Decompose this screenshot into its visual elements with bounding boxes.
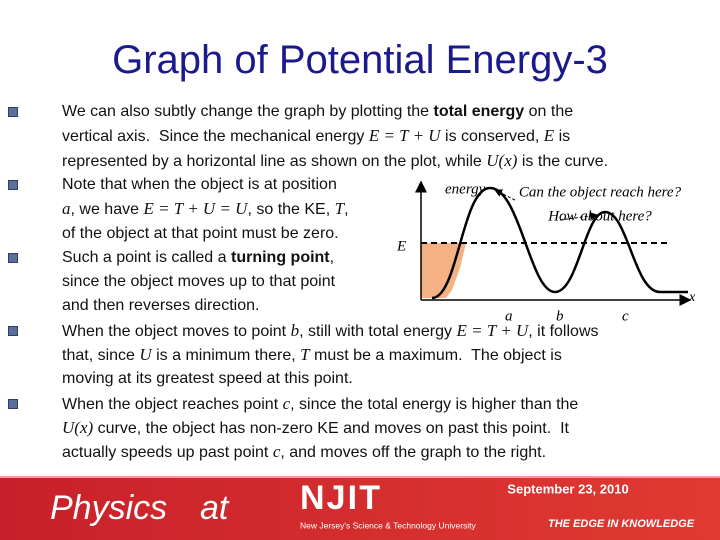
text-run: When the object moves to point [62, 322, 291, 340]
text-run: , we have [70, 201, 144, 219]
pointer-arrow [494, 189, 516, 201]
text-run: Note that when the object is at position [62, 175, 337, 193]
axis-label: energy [445, 181, 486, 197]
text-run: T [300, 345, 310, 364]
bullet-line: U(x) curve, the object has non-zero KE a… [62, 418, 569, 439]
bullet-line: Such a point is called a turning point, [62, 248, 334, 268]
footer-logo: at [200, 489, 230, 527]
pointer-arrow [559, 211, 598, 221]
text-run: c [282, 393, 291, 413]
text-run: vertical axis. Since the mechanical ener… [62, 128, 369, 146]
text-run: , since the total energy is higher than … [290, 395, 579, 413]
text-run: , so the KE, [247, 201, 335, 219]
text-run: , [344, 201, 349, 219]
text-run: We can also subtly change the graph by p… [62, 103, 434, 120]
text-run: is [554, 128, 571, 146]
point-label: c [622, 308, 629, 324]
bullet-line: We can also subtly change the graph by p… [62, 102, 573, 122]
bullet-marker [8, 179, 18, 190]
bullet-line: of the object at that point must be zero… [62, 224, 339, 244]
text-run: and then reverses direction. [62, 297, 260, 315]
text-run: T [334, 199, 345, 219]
bullet-line: vertical axis. Since the mechanical ener… [62, 126, 570, 147]
footer-tagline: New Jersey's Science & Technology Univer… [300, 520, 477, 530]
text-run: that, since [62, 347, 140, 364]
bullet-marker [8, 398, 18, 409]
bullet-line: and then reverses direction. [62, 296, 259, 316]
bullet-line: When the object moves to point b, still … [62, 321, 599, 342]
footer-logo: Physics [50, 489, 167, 527]
text-run: is the curve. [517, 152, 609, 170]
slide-title: Graph of Potential Energy-3 [112, 38, 608, 82]
text-run: a [62, 199, 71, 219]
footer-band [0, 478, 720, 540]
bullet-marker [8, 107, 18, 117]
bullet-line: Note that when the object is at position [62, 175, 337, 195]
energy-label: E [396, 238, 406, 254]
text-run: is conserved, [440, 128, 544, 146]
axis-label: x [688, 290, 696, 305]
text-run: b [290, 320, 300, 340]
text-run: E = T + U [456, 320, 529, 340]
turning-region [421, 243, 466, 298]
bullet-line: since the object moves up to that point [62, 272, 335, 292]
text-run: , [329, 248, 335, 266]
footer-edge [0, 476, 720, 478]
text-run: represented by a horizontal line as show… [62, 152, 487, 170]
text-run: When the object reaches point [62, 395, 283, 413]
footer-motto: THE EDGE IN KNOWLEDGE [548, 518, 695, 530]
bullet-line: actually speeds up past point c, and mov… [62, 442, 546, 463]
text-run: , and moves off the graph to the right. [280, 444, 547, 462]
text-run: turning point [231, 248, 330, 266]
text-run: E = T + U [368, 126, 441, 146]
potential-curve [431, 186, 688, 300]
text-run: is a minimum there, [151, 347, 301, 364]
bullet-marker [8, 252, 18, 263]
bullet-line: represented by a horizontal line as show… [62, 151, 608, 172]
text-run: of the object at that point must be zero… [62, 224, 339, 242]
point-label: a [505, 308, 513, 324]
text-run: total energy [433, 103, 525, 120]
text-run: U [139, 345, 152, 364]
text-run: must be a maximum. The object is [309, 347, 562, 364]
text-run: E = T + U = U [143, 199, 248, 219]
annotation: How about here? [547, 208, 652, 224]
text-run: actually speeds up past point [62, 444, 273, 462]
text-run: curve, the object has non-zero KE and mo… [93, 419, 569, 437]
bullet-marker [8, 325, 18, 336]
text-run: , it follows [528, 322, 599, 340]
text-run: since the object moves up to that point [62, 273, 336, 291]
text-run: , still with total energy [299, 322, 457, 340]
text-run: c [272, 442, 281, 462]
text-run: U(x) [486, 150, 518, 170]
text-run: U(x) [62, 417, 94, 437]
bullet-line: a, we have E = T + U = U, so the KE, T, [62, 199, 349, 220]
text-run: on the [524, 103, 574, 120]
bullet-line: moving at its greatest speed at this poi… [62, 369, 353, 389]
bullet-line: When the object reaches point c, since t… [62, 394, 578, 415]
point-label: b [556, 308, 564, 324]
text-run: moving at its greatest speed at this poi… [62, 370, 353, 388]
text-run: E [543, 126, 555, 146]
footer-date: September 23, 2010 [507, 481, 628, 496]
footer-logo: NJIT [300, 479, 380, 517]
bullet-line: that, since U is a minimum there, T must… [62, 345, 562, 366]
annotation: Can the object reach here? [519, 184, 682, 200]
text-run: Such a point is called a [62, 248, 231, 266]
